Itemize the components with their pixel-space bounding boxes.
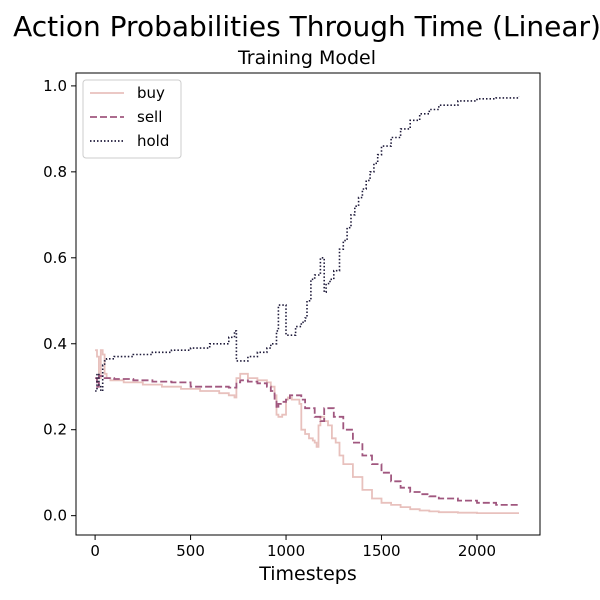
y-tick-label: 0.6 <box>43 249 67 267</box>
legend-box <box>82 79 182 159</box>
x-tick-label: 1000 <box>267 542 305 560</box>
plot-area <box>75 72 541 536</box>
x-tick-label: 500 <box>176 542 205 560</box>
x-tick-label: 0 <box>90 542 100 560</box>
y-tick-label: 1.0 <box>43 77 67 95</box>
x-axis: 0 500 1000 1500 2000 <box>90 535 496 560</box>
legend-label-sell: sell <box>137 108 162 126</box>
x-axis-label: Timesteps <box>258 563 357 585</box>
series-layer <box>95 96 520 514</box>
y-tick-label: 0.0 <box>43 507 67 525</box>
x-tick-label: 2000 <box>458 542 496 560</box>
y-tick-label: 0.8 <box>43 163 67 181</box>
y-tick-label: 0.2 <box>43 421 67 439</box>
series-line-sell <box>95 375 520 507</box>
legend-label-hold: hold <box>137 132 169 150</box>
legend-label-buy: buy <box>137 84 165 102</box>
y-axis: 0.0 0.2 0.4 0.6 0.8 1.0 <box>43 77 76 525</box>
chart-title: Action Probabilities Through Time (Linea… <box>13 10 600 43</box>
x-tick-label: 1500 <box>362 542 400 560</box>
y-tick-label: 0.4 <box>43 335 67 353</box>
chart-subtitle: Training Model <box>237 47 376 69</box>
series-line-buy <box>95 349 519 514</box>
legend: buy sell hold <box>82 79 182 159</box>
